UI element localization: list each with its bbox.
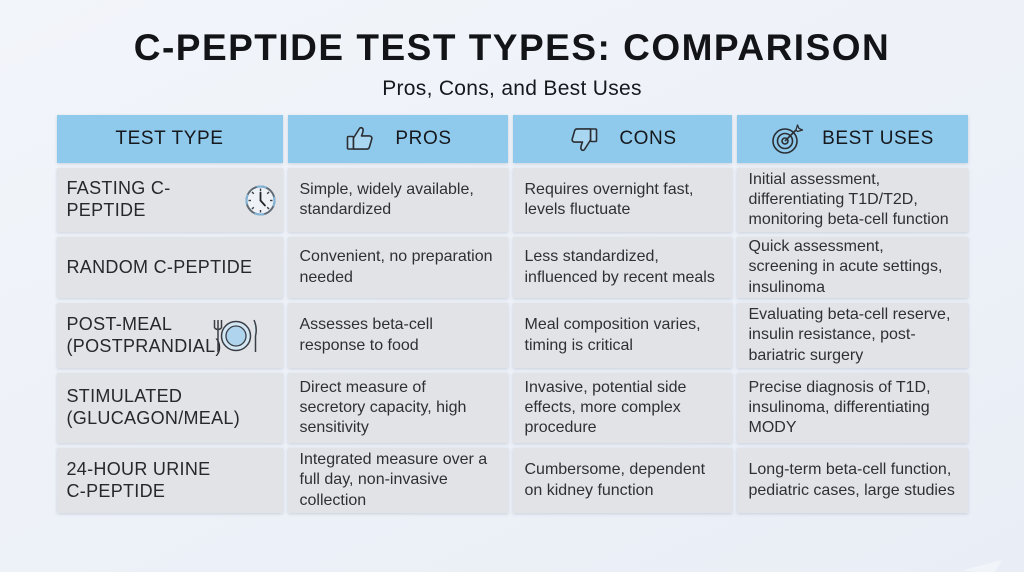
page-title: C-PEPTIDE TEST TYPES: COMPARISON: [133, 27, 891, 68]
page-subtitle: Pros, Cons, and Best Uses: [382, 77, 642, 100]
clock-icon: [244, 184, 277, 217]
header-pros: PROS: [287, 115, 508, 163]
header-label: CONS: [619, 128, 677, 149]
cell-test-type: FASTING C-PEPTIDE: [56, 168, 283, 232]
header-label: PROS: [395, 128, 452, 149]
test-type-label: POST-MEAL (POSTPRANDIAL): [66, 313, 222, 356]
cell-cons: Invasive, potential side effects, more c…: [512, 373, 732, 443]
header-label: TEST TYPE: [115, 128, 224, 149]
cell-cons: Cumbersome, dependent on kidney function: [512, 448, 732, 513]
cell-pros: Simple, widely available, standardized: [287, 168, 508, 232]
infographic-page: C-PEPTIDE TEST TYPES: COMPARISON Pros, C…: [0, 27, 1024, 572]
cell-cons: Less standardized, influenced by recent …: [512, 237, 732, 298]
comparison-table: TEST TYPE PROS CONS: [56, 115, 968, 513]
target-icon: [770, 122, 804, 156]
test-type-label: FASTING C-PEPTIDE: [66, 178, 171, 220]
cell-cons: Meal composition varies, timing is criti…: [512, 303, 732, 368]
watermark-logo-icon: [962, 558, 1004, 572]
cell-best-uses: Initial assessment, differentiating T1D/…: [736, 168, 968, 232]
cell-pros: Assesses beta-cell response to food: [287, 303, 508, 368]
cell-test-type: STIMULATED (GLUCAGON/MEAL): [56, 373, 283, 443]
cell-cons: Requires overnight fast, levels fluctuat…: [512, 168, 732, 232]
cell-test-type: POST-MEAL (POSTPRANDIAL): [56, 303, 283, 368]
cell-test-type: 24-HOUR URINE C-PEPTIDE: [56, 448, 283, 513]
thumbs-down-icon: [567, 123, 601, 155]
header-test-type: TEST TYPE: [56, 115, 283, 163]
cell-pros: Integrated measure over a full day, non-…: [287, 448, 508, 513]
test-type-label: STIMULATED (GLUCAGON/MEAL): [66, 386, 241, 428]
cell-test-type: RANDOM C-PEPTIDE: [56, 237, 283, 298]
cell-best-uses: Quick assessment, screening in acute set…: [736, 237, 968, 298]
cell-pros: Convenient, no preparation needed: [287, 237, 508, 298]
header-cons: CONS: [512, 115, 732, 163]
cell-pros: Direct measure of secretory capacity, hi…: [287, 373, 508, 443]
meal-plate-icon: [211, 317, 261, 355]
thumbs-up-icon: [343, 123, 377, 155]
cell-best-uses: Evaluating beta-cell reserve, insulin re…: [736, 303, 968, 368]
cell-best-uses: Long-term beta-cell function, pediatric …: [736, 448, 968, 513]
test-type-label: 24-HOUR URINE C-PEPTIDE: [66, 458, 211, 501]
test-type-label: RANDOM C-PEPTIDE: [66, 256, 253, 277]
header-best-uses: BEST USES: [736, 115, 968, 163]
header-label: BEST USES: [822, 128, 934, 149]
cell-best-uses: Precise diagnosis of T1D, insulinoma, di…: [736, 373, 968, 443]
